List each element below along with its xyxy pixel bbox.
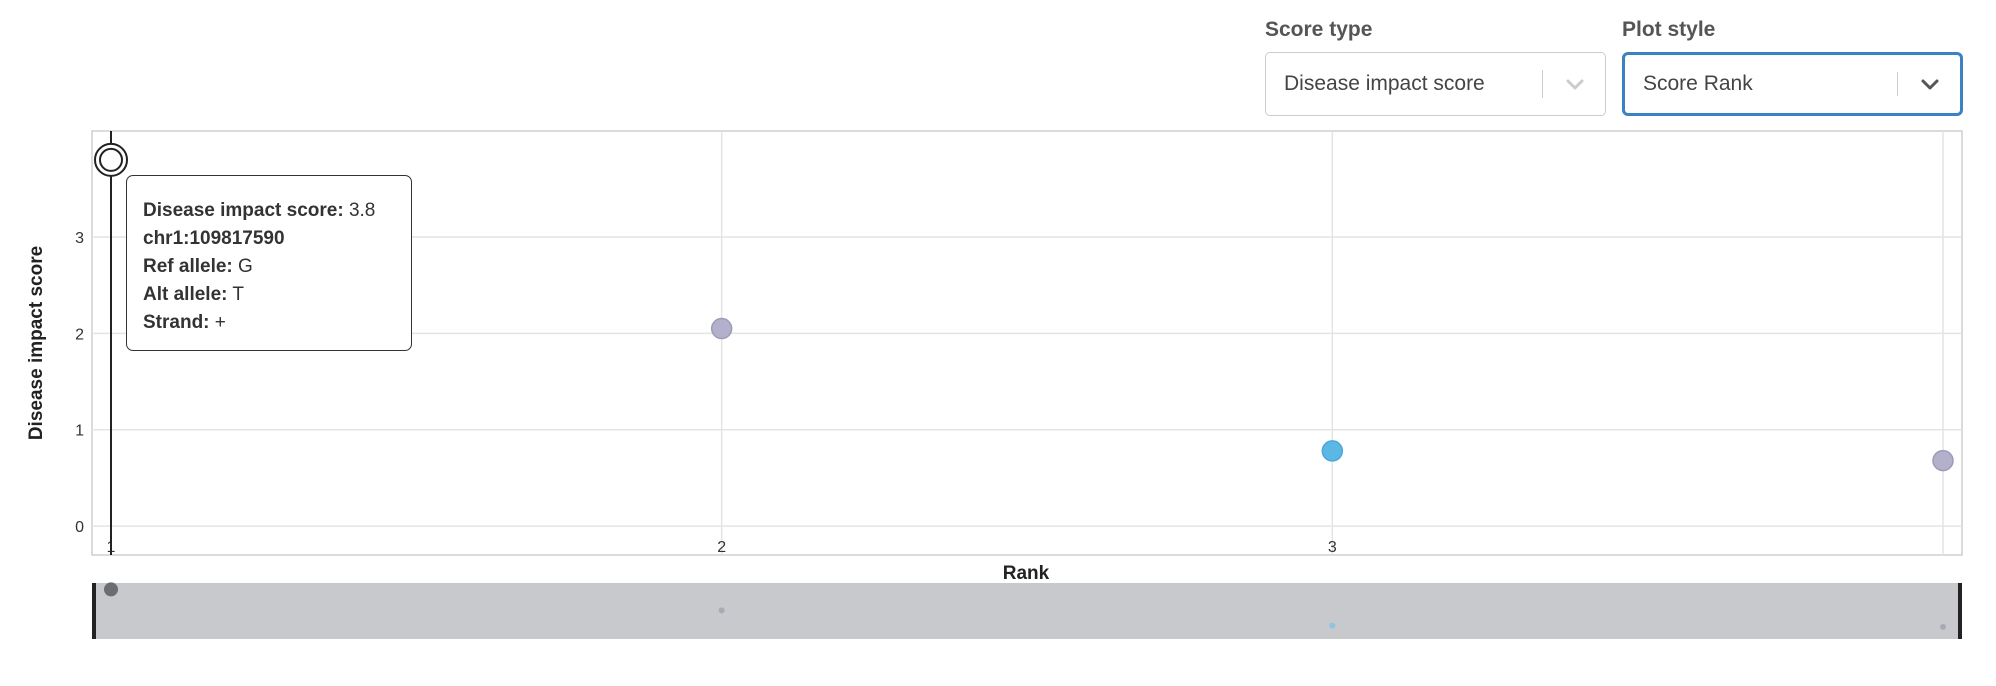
plot-style-select[interactable]: Score Rank [1622,52,1963,116]
x-tick-label: 2 [717,539,726,556]
x-axis-title: Rank [1003,563,1050,584]
plot-style-value: Score Rank [1643,72,1753,95]
y-tick-label: 3 [75,230,84,247]
score-type-label: Score type [1265,18,1373,41]
y-tick-label: 2 [75,326,84,343]
tooltip-locus: chr1:109817590 [143,228,285,249]
point-tooltip: Disease impact score: 3.8 chr1:109817590… [126,175,412,351]
range-handle-right[interactable] [1958,583,1962,639]
hovered-point [99,147,123,172]
select-separator [1542,70,1543,98]
chevron-down-icon[interactable] [1918,72,1942,96]
y-tick-label: 1 [75,423,84,440]
tooltip-score-line: Disease impact score: 3.8 [143,200,376,221]
data-point [710,317,733,340]
tooltip-alt-line: Alt allele: T [143,284,245,305]
score-type-select[interactable]: Disease impact score [1265,52,1606,116]
navigator-point [1329,622,1336,629]
navigator-point [1940,623,1946,630]
score-type-value: Disease impact score [1284,72,1485,95]
y-tick-label: 0 [75,519,84,536]
score-type-control: Score type Disease impact score [1265,18,1606,116]
select-separator [1897,72,1898,96]
tooltip-ref-line: Ref allele: G [143,256,253,277]
chevron-down-icon[interactable] [1563,72,1587,96]
data-point [1321,440,1344,462]
x-tick-label: 3 [1328,539,1337,556]
plot-style-control: Plot style Score Rank [1622,18,1963,116]
data-point [1932,449,1954,472]
navigator-point [104,582,118,597]
tooltip-strand-line: Strand: + [143,312,226,333]
navigator-point [718,607,725,614]
range-handle-left[interactable] [92,583,96,639]
range-navigator [92,583,1962,639]
y-axis-title: Disease impact score [26,246,47,440]
plot-style-label: Plot style [1622,18,1716,41]
